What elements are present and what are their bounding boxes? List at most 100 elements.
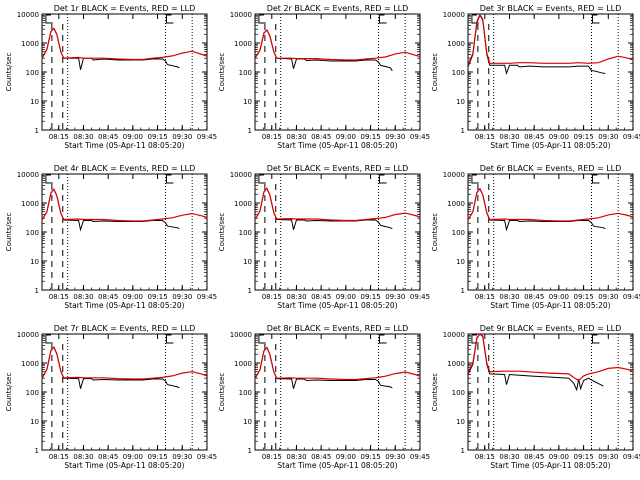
x-tick-label: 08:15 bbox=[49, 133, 69, 141]
x-axis-label: Start Time (05-Apr-11 08:05:20) bbox=[64, 301, 184, 310]
y-axis-label: Counts/sec bbox=[5, 53, 13, 92]
x-tick-label: 09:00 bbox=[336, 293, 356, 301]
y-tick-label: 100 bbox=[26, 229, 39, 237]
x-axis-label: Start Time (05-Apr-11 08:05:20) bbox=[277, 141, 397, 150]
x-tick-label: 09:30 bbox=[172, 453, 192, 461]
y-tick-label: 10000 bbox=[17, 171, 39, 179]
x-tick-label: 08:45 bbox=[524, 133, 544, 141]
y-tick-label: 1 bbox=[248, 447, 252, 455]
chart-title: Det 4r BLACK = Events, RED = LLD bbox=[54, 164, 196, 173]
y-tick-label: 10000 bbox=[17, 331, 39, 339]
y-tick-label: 1 bbox=[35, 287, 39, 295]
x-tick-label: 08:30 bbox=[499, 133, 519, 141]
x-tick-label: 09:45 bbox=[623, 453, 640, 461]
y-tick-label: 10 bbox=[243, 418, 252, 426]
x-axis-label: Start Time (05-Apr-11 08:05:20) bbox=[490, 461, 610, 470]
y-tick-label: 1000 bbox=[21, 200, 39, 208]
plot-frame bbox=[41, 13, 208, 131]
chart-panel-4: Det 4r BLACK = Events, RED = LLD 1 10 100 10… bbox=[5, 164, 217, 310]
chart-panel-1: Det 1r BLACK = Events, RED = LLD 1 10 100 10… bbox=[5, 4, 217, 150]
y-tick-label: 10000 bbox=[230, 331, 252, 339]
x-tick-label: 09:45 bbox=[623, 133, 640, 141]
y-tick-label: 10000 bbox=[230, 171, 252, 179]
y-tick-label: 10000 bbox=[443, 11, 465, 19]
y-axis-label: Counts/sec bbox=[431, 213, 439, 252]
series-line-lld bbox=[254, 187, 421, 222]
x-axis-label: Start Time (05-Apr-11 08:05:20) bbox=[490, 301, 610, 310]
x-tick-label: 08:30 bbox=[73, 133, 93, 141]
chart-title: Det 6r BLACK = Events, RED = LLD bbox=[480, 164, 622, 173]
x-tick-label: 08:45 bbox=[311, 453, 331, 461]
series-line-lld bbox=[254, 28, 421, 61]
chart-title: Det 9r BLACK = Events, RED = LLD bbox=[480, 324, 622, 333]
x-tick-label: 09:15 bbox=[361, 293, 381, 301]
y-tick-label: 1 bbox=[461, 447, 465, 455]
y-tick-label: 1000 bbox=[447, 40, 465, 48]
x-tick-label: 09:30 bbox=[385, 133, 405, 141]
time-bracket-marker bbox=[45, 334, 53, 344]
chart-title: Det 2r BLACK = Events, RED = LLD bbox=[267, 4, 409, 13]
chart-title: Det 8r BLACK = Events, RED = LLD bbox=[267, 324, 409, 333]
x-tick-label: 09:30 bbox=[598, 453, 618, 461]
x-tick-label: 09:00 bbox=[336, 133, 356, 141]
x-tick-label: 09:45 bbox=[197, 453, 217, 461]
y-tick-label: 10 bbox=[30, 418, 39, 426]
x-tick-label: 08:30 bbox=[73, 293, 93, 301]
y-tick-label: 100 bbox=[452, 69, 465, 77]
time-bracket-marker bbox=[165, 14, 174, 24]
chart-panel-6: Det 6r BLACK = Events, RED = LLD 1 10 100 10… bbox=[431, 164, 640, 310]
x-tick-label: 09:45 bbox=[410, 293, 430, 301]
time-bracket-marker bbox=[591, 14, 600, 24]
chart-panel-9: Det 9r BLACK = Events, RED = LLD 1 10 100 10… bbox=[431, 324, 640, 470]
y-tick-label: 10000 bbox=[443, 331, 465, 339]
y-tick-label: 10 bbox=[456, 258, 465, 266]
x-tick-label: 09:00 bbox=[549, 293, 569, 301]
y-tick-label: 1 bbox=[461, 127, 465, 135]
series-line-lld bbox=[41, 27, 208, 61]
x-tick-label: 09:00 bbox=[549, 133, 569, 141]
y-axis-label: Counts/sec bbox=[5, 373, 13, 412]
x-tick-label: 08:15 bbox=[475, 453, 495, 461]
x-tick-label: 09:15 bbox=[148, 133, 168, 141]
y-tick-label: 10 bbox=[30, 258, 39, 266]
y-tick-label: 1000 bbox=[447, 200, 465, 208]
plot-frame bbox=[467, 173, 634, 291]
y-tick-label: 100 bbox=[26, 69, 39, 77]
x-tick-label: 09:15 bbox=[148, 293, 168, 301]
x-tick-label: 08:15 bbox=[475, 293, 495, 301]
series-line-lld bbox=[41, 346, 208, 380]
chart-title: Det 7r BLACK = Events, RED = LLD bbox=[54, 324, 196, 333]
y-axis-label: Counts/sec bbox=[218, 373, 226, 412]
time-bracket-marker bbox=[45, 174, 53, 184]
y-axis-label: Counts/sec bbox=[5, 213, 13, 252]
time-bracket-marker bbox=[165, 334, 174, 344]
x-tick-label: 08:15 bbox=[262, 133, 282, 141]
x-tick-label: 09:00 bbox=[549, 453, 569, 461]
y-tick-label: 1000 bbox=[234, 200, 252, 208]
y-axis-label: Counts/sec bbox=[218, 213, 226, 252]
chart-title: Det 5r BLACK = Events, RED = LLD bbox=[267, 164, 409, 173]
x-tick-label: 09:30 bbox=[598, 133, 618, 141]
series-line-lld bbox=[41, 188, 208, 222]
x-tick-label: 08:45 bbox=[524, 453, 544, 461]
x-tick-label: 09:15 bbox=[148, 453, 168, 461]
x-tick-label: 09:30 bbox=[385, 293, 405, 301]
y-tick-label: 100 bbox=[239, 69, 252, 77]
y-tick-label: 100 bbox=[452, 229, 465, 237]
x-tick-label: 09:45 bbox=[197, 133, 217, 141]
y-tick-label: 1 bbox=[35, 447, 39, 455]
x-tick-label: 08:30 bbox=[499, 453, 519, 461]
chart-panel-2: Det 2r BLACK = Events, RED = LLD 1 10 100 10… bbox=[218, 4, 430, 150]
time-bracket-marker bbox=[165, 174, 174, 184]
x-tick-label: 08:15 bbox=[475, 133, 495, 141]
time-bracket-marker bbox=[591, 334, 600, 344]
chart-title: Det 1r BLACK = Events, RED = LLD bbox=[54, 4, 196, 13]
x-tick-label: 08:15 bbox=[49, 453, 69, 461]
y-tick-label: 1 bbox=[35, 127, 39, 135]
time-bracket-marker bbox=[258, 174, 266, 184]
plot-frame bbox=[467, 13, 634, 131]
y-tick-label: 10 bbox=[30, 98, 39, 106]
x-tick-label: 08:30 bbox=[73, 453, 93, 461]
plot-frame bbox=[41, 173, 208, 291]
